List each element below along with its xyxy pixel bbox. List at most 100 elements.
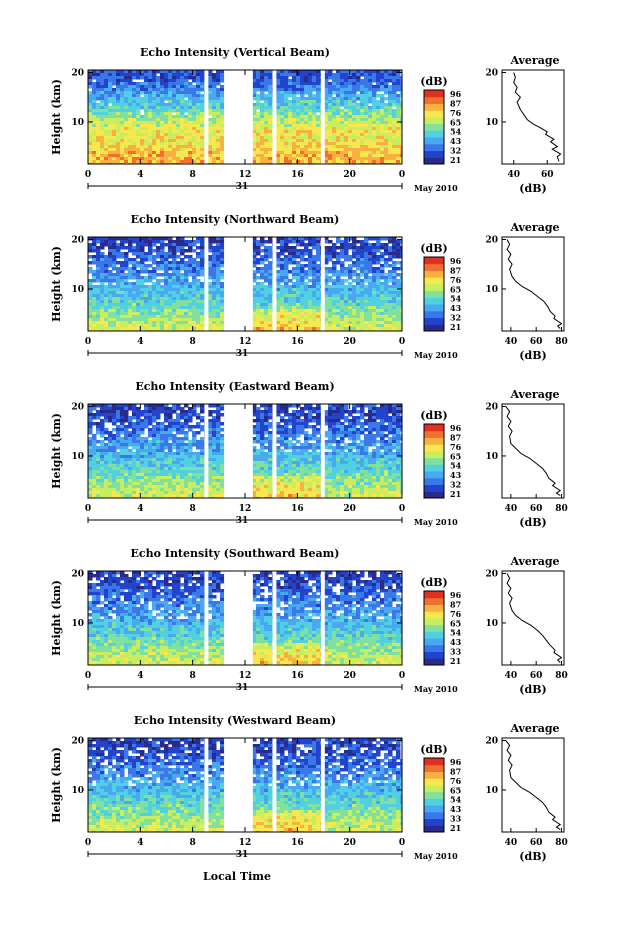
- avg-x-tick-label: 80: [555, 504, 568, 514]
- colorbar-swatch: [424, 110, 444, 118]
- colorbar-swatch: [424, 457, 444, 465]
- colorbar-swatch: [424, 116, 444, 125]
- data-gap-2: [272, 738, 277, 832]
- x-tick-label: 0: [85, 671, 91, 681]
- x-tick-label: 4: [137, 671, 143, 681]
- colorbar-tick-label: 65: [450, 618, 461, 628]
- data-gap-3: [320, 404, 325, 498]
- data-gap-3: [320, 738, 325, 832]
- colorbar-swatch: [424, 651, 444, 659]
- panel-title: Echo Intensity (Westward Beam): [134, 714, 336, 727]
- colorbar-tick-label: 21: [450, 322, 461, 332]
- x-tick-label: 12: [239, 671, 252, 681]
- colorbar-swatch: [424, 644, 444, 653]
- colorbar-tick-label: 96: [450, 89, 462, 99]
- avg-x-tick-label: 40: [505, 504, 518, 514]
- data-gap-0: [204, 237, 209, 331]
- x-tick-label: 0: [399, 337, 405, 347]
- avg-y-tick-label: 10: [485, 786, 498, 796]
- colorbar-tick-label: 21: [450, 656, 461, 666]
- colorbar-tick-label: 54: [450, 294, 462, 304]
- y-tick-label: 10: [71, 285, 84, 295]
- data-gap-1: [224, 404, 253, 498]
- colorbar-tick-label: 87: [450, 766, 461, 776]
- colorbar-tick-label: 96: [450, 256, 462, 266]
- y-tick-label: 20: [71, 235, 84, 245]
- x-tick-label: 8: [190, 671, 196, 681]
- colorbar-swatch: [424, 464, 444, 472]
- x-tick-label: 8: [190, 337, 196, 347]
- colorbar-tick-label: 87: [450, 432, 461, 442]
- colorbar-swatch: [424, 96, 444, 104]
- colorbar-tick-label: 32: [450, 146, 461, 156]
- colorbar-tick-label: 43: [450, 804, 462, 814]
- avg-x-tick-label: 40: [505, 671, 518, 681]
- colorbar-swatch: [424, 430, 444, 438]
- heatmap-cells: [88, 237, 402, 331]
- colorbar-swatch: [424, 143, 444, 152]
- avg-x-tick-label: 60: [530, 504, 543, 514]
- colorbar-swatch: [424, 90, 444, 98]
- avg-y-tick-label: 20: [485, 235, 498, 245]
- x-tick-label: 0: [85, 170, 91, 180]
- data-gap-0: [204, 70, 209, 164]
- avg-y-tick-label: 20: [485, 569, 498, 579]
- colorbar-swatch: [424, 324, 444, 332]
- colorbar-unit: (dB): [420, 242, 447, 255]
- average-profile-line: [505, 740, 562, 830]
- colorbar-unit: (dB): [420, 409, 447, 422]
- colorbar-swatch: [424, 137, 444, 145]
- colorbar-swatch: [424, 658, 444, 666]
- colorbar-swatch: [424, 784, 444, 793]
- y-tick-label: 20: [71, 68, 84, 78]
- x-tick-label: 16: [291, 170, 304, 180]
- date-label: May 2010: [414, 183, 458, 193]
- colorbar-swatch: [424, 825, 444, 833]
- colorbar-frame: [423, 256, 445, 332]
- data-gap-3: [320, 70, 325, 164]
- colorbar-tick-label: 87: [450, 265, 461, 275]
- day-label: 31: [236, 516, 249, 526]
- y-axis-label: Height (km): [50, 747, 63, 823]
- panel-1: Echo Intensity (Northward Beam) 0 4 8 12 16 20…: [50, 213, 568, 362]
- colorbar-unit: (dB): [420, 75, 447, 88]
- colorbar-tick-label: 54: [450, 795, 462, 805]
- day-label: 31: [236, 349, 249, 359]
- data-gap-1: [224, 738, 253, 832]
- colorbar-swatch: [424, 591, 444, 599]
- avg-x-tick-label: 80: [555, 671, 568, 681]
- x-tick-label: 16: [291, 838, 304, 848]
- x-tick-label: 12: [239, 337, 252, 347]
- colorbar-swatch: [424, 471, 444, 479]
- data-gap-1: [224, 571, 253, 665]
- x-tick-label: 20: [343, 838, 356, 848]
- colorbar-tick-label: 43: [450, 136, 462, 146]
- x-tick-label: 0: [85, 838, 91, 848]
- colorbar-tick-label: 65: [450, 284, 461, 294]
- date-label: May 2010: [414, 851, 458, 861]
- colorbar-swatch: [424, 624, 444, 632]
- day-label: 31: [236, 182, 249, 192]
- colorbar-swatch: [424, 157, 444, 165]
- colorbar-swatch: [424, 771, 444, 779]
- panel-0: Echo Intensity (Vertical Beam) 0 4 8 12 16 20 0…: [50, 46, 565, 195]
- y-tick-label: 20: [71, 736, 84, 746]
- colorbar-swatch: [424, 758, 444, 766]
- x-tick-label: 4: [137, 838, 143, 848]
- average-xlabel: (dB): [519, 182, 546, 195]
- colorbar-swatch: [424, 283, 444, 292]
- day-label: 31: [236, 850, 249, 860]
- colorbar-tick-label: 76: [450, 609, 462, 619]
- x-tick-label: 0: [399, 671, 405, 681]
- colorbar-swatch: [424, 778, 444, 786]
- colorbar-swatch: [424, 310, 444, 319]
- colorbar-tick-label: 65: [450, 785, 461, 795]
- colorbar-swatch: [424, 491, 444, 499]
- x-tick-label: 8: [190, 504, 196, 514]
- colorbar-swatch: [424, 791, 444, 799]
- average-title: Average: [509, 388, 559, 401]
- colorbar-tick-label: 21: [450, 155, 461, 165]
- y-axis-label: Height (km): [50, 580, 63, 656]
- colorbar-swatch: [424, 297, 444, 305]
